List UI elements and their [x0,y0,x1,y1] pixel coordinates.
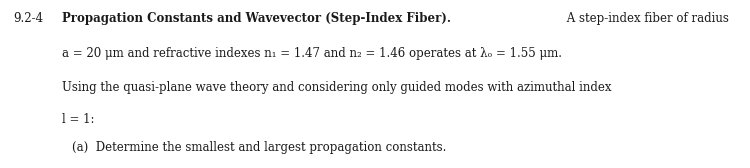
Text: l = 1:: l = 1: [62,113,94,125]
Text: Propagation Constants and Wavevector (Step-Index Fiber).: Propagation Constants and Wavevector (St… [62,12,451,25]
Text: 9.2-4: 9.2-4 [13,12,43,25]
Text: Using the quasi-plane wave theory and considering only guided modes with azimuth: Using the quasi-plane wave theory and co… [62,81,611,94]
Text: a = 20 μm and refractive indexes n₁ = 1.47 and n₂ = 1.46 operates at λₒ = 1.55 μ: a = 20 μm and refractive indexes n₁ = 1.… [62,47,562,60]
Text: (a)  Determine the smallest and largest propagation constants.: (a) Determine the smallest and largest p… [72,141,446,154]
Text: A step-index fiber of radius: A step-index fiber of radius [563,12,729,25]
